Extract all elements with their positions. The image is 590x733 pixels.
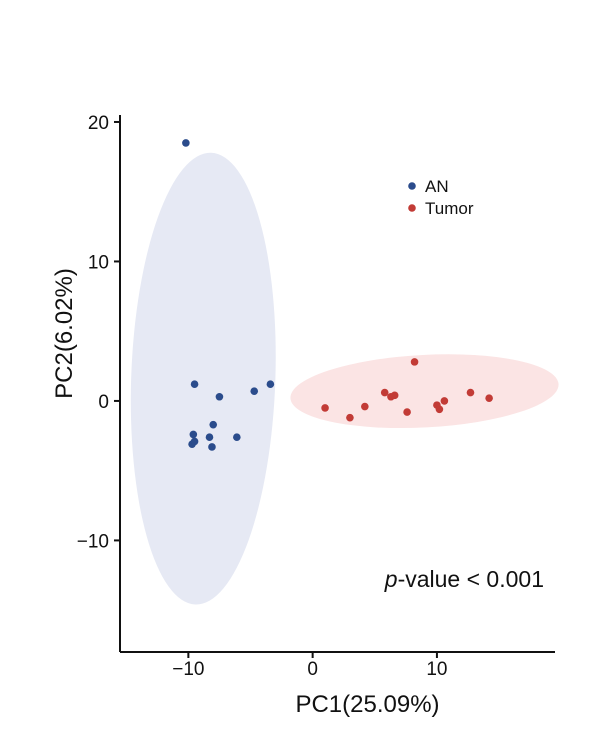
- x-axis-title: PC1(25.09%): [295, 691, 439, 718]
- p-value-text: -value < 0.001: [398, 566, 544, 592]
- point-tumor-7: [403, 408, 411, 416]
- y-axis-title: PC2(6.02%): [51, 268, 78, 399]
- ellipse-tumor: [290, 354, 559, 429]
- point-tumor-12: [466, 388, 475, 397]
- p-value-italic-p: p: [384, 566, 398, 592]
- point-an-9: [209, 420, 218, 429]
- tick-marks: −10 0 10 20 10 0 −10: [77, 113, 448, 680]
- point-an-12: [233, 433, 241, 442]
- point-an-3: [215, 392, 224, 401]
- legend-label-an: AN: [425, 177, 449, 196]
- point-tumor-6: [390, 391, 399, 400]
- point-an-1: [182, 139, 190, 147]
- x-tick-label-2: 10: [426, 659, 447, 680]
- point-an-8: [190, 437, 199, 446]
- point-tumor-13: [485, 394, 493, 402]
- point-tumor-4: [380, 388, 389, 397]
- y-tick-label-0: 20: [88, 113, 109, 134]
- legend: AN Tumor: [408, 177, 474, 218]
- x-tick-label-1: 0: [307, 659, 318, 680]
- legend-marker-tumor: [408, 204, 416, 212]
- point-an-2: [190, 380, 199, 388]
- y-tick-label-1: 10: [88, 252, 109, 273]
- point-tumor-3: [361, 402, 369, 411]
- ellipse-an: [130, 152, 276, 605]
- point-tumor-8: [410, 358, 419, 366]
- point-an-6: [189, 430, 198, 439]
- point-tumor-1: [321, 404, 329, 412]
- confidence-ellipses: [130, 152, 559, 605]
- point-tumor-11: [440, 397, 449, 405]
- point-an-4: [250, 387, 259, 395]
- y-tick-label-2: 0: [98, 392, 109, 413]
- p-value-annotation: p-value < 0.001: [384, 566, 544, 592]
- point-tumor-10: [435, 405, 444, 414]
- point-an-5: [266, 380, 275, 388]
- point-an-11: [208, 443, 216, 451]
- axes: [119, 115, 555, 653]
- x-tick-label-0: −10: [172, 659, 204, 680]
- y-tick-label-3: −10: [77, 531, 109, 552]
- point-an-10: [205, 433, 214, 442]
- point-tumor-2: [346, 413, 354, 422]
- legend-marker-an: [408, 182, 416, 190]
- data-points: [182, 139, 493, 451]
- legend-label-tumor: Tumor: [425, 199, 474, 218]
